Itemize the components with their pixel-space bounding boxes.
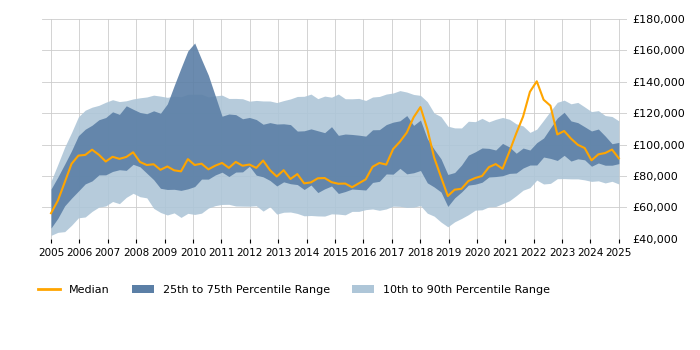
Legend: Median, 25th to 75th Percentile Range, 10th to 90th Percentile Range: Median, 25th to 75th Percentile Range, 1… [33,280,555,299]
